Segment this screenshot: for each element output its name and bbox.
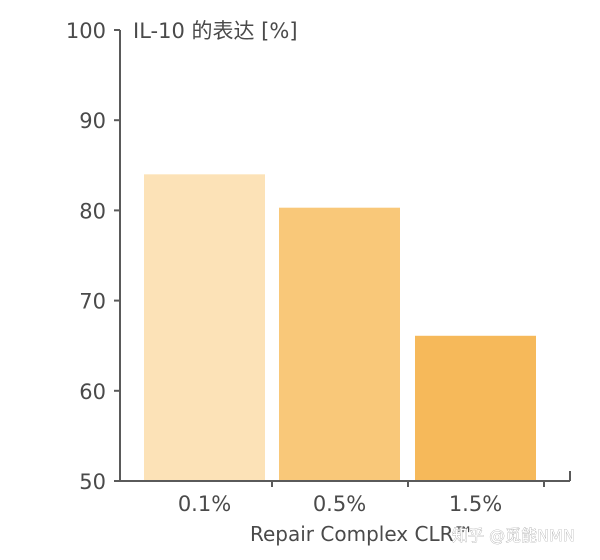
y-tick-label: 70 bbox=[79, 290, 106, 314]
y-ticks-group: 50 60 70 80 90 100 bbox=[66, 19, 120, 494]
y-tick-label: 60 bbox=[79, 380, 106, 404]
bars-group bbox=[144, 174, 536, 481]
bar-1 bbox=[144, 174, 265, 481]
x-axis-title: Repair Complex CLR™ bbox=[250, 522, 473, 546]
watermark-text: 知乎 @觅能NMN bbox=[452, 526, 575, 545]
y-tick-label: 90 bbox=[79, 109, 106, 133]
x-ticks-group: 0.1% 0.5% 1.5% bbox=[178, 471, 571, 516]
x-tick-label: 0.5% bbox=[313, 492, 366, 516]
x-tick-label: 0.1% bbox=[178, 492, 231, 516]
bar-3 bbox=[415, 335, 536, 481]
x-tick-label: 1.5% bbox=[449, 492, 502, 516]
y-tick-label: 100 bbox=[66, 19, 106, 43]
y-axis-title-background bbox=[126, 16, 304, 46]
axes-group: 50 60 70 80 90 100 0.1% 0.5% 1.5% bbox=[66, 19, 571, 516]
y-tick-label: 80 bbox=[79, 199, 106, 223]
y-tick-label: 50 bbox=[79, 470, 106, 494]
y-axis-title: IL-10 的表达 [%] bbox=[133, 19, 298, 43]
bar-2 bbox=[279, 207, 400, 481]
